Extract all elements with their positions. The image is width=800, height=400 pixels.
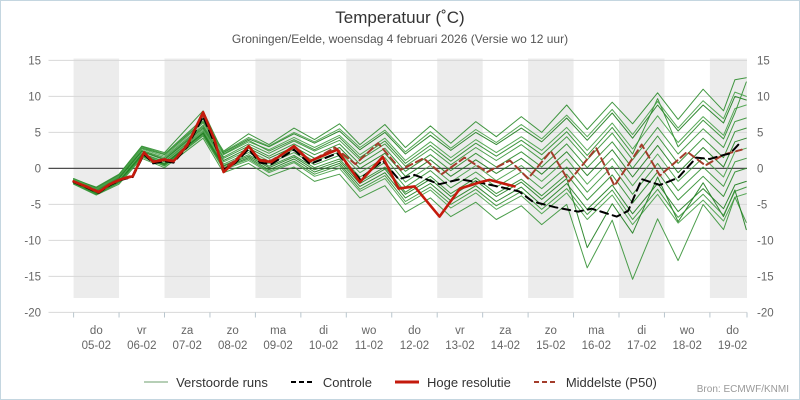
day-band [164,58,210,298]
x-axis-day-label: ma [270,325,287,337]
x-axis-day-label: wo [361,325,377,337]
legend-line-icon [290,381,315,383]
x-axis-date-label: 19-02 [718,340,747,352]
x-axis-date-label: 15-02 [536,340,565,352]
y-axis-label-right: -10 [757,235,774,247]
x-axis-day-label: do [408,325,421,337]
legend-label: Verstoorde runs [176,374,268,390]
ensemble-member-line [73,81,747,188]
x-axis-day-label: do [726,325,739,337]
ensemble-member-line [73,127,747,192]
chart-subtitle: Groningen/Eelde, woensdag 4 februari 202… [231,32,569,46]
y-axis-label-left: -10 [24,235,41,247]
control-line [72,115,743,218]
legend-item-3: Middelste (P50) [533,375,657,390]
ensemble-member-line [73,104,747,190]
ensemble-member-line [73,126,747,192]
legend-line-icon [395,380,420,384]
x-axis-date-label: 07-02 [173,340,202,352]
chart-title: Temperatuur (˚C) [335,8,465,27]
x-axis-day-label: do [90,325,103,337]
x-axis-day-label: vr [455,325,465,337]
x-axis-date-label: 12-02 [400,340,429,352]
x-axis-day-label: wo [679,325,695,337]
x-axis-day-label: vr [137,325,147,337]
x-axis-day-label: zo [545,325,557,337]
chart-legend: Verstoorde runs Controle Hoge resolutie Mid… [1,372,799,392]
ensemble-member-line [73,134,747,220]
x-axis-date-label: 11-02 [355,340,384,352]
day-band [528,58,574,298]
y-axis-label-left: 5 [35,127,41,139]
source-credit: Bron: ECMWF/KNMI [696,384,789,395]
y-axis-label-left: -5 [31,199,41,211]
x-axis-day-label: za [181,325,194,337]
ensemble-member-line [73,137,747,280]
y-axis-label-left: 10 [28,91,41,103]
ensemble-member-line [73,117,747,191]
legend-label: Hoge resolutie [427,374,511,390]
x-axis-date-label: 18-02 [672,340,701,352]
day-band [255,58,301,298]
high-resolution-line [72,110,516,218]
x-axis-date-label: 17-02 [627,340,656,352]
legend-label: Middelste (P50) [565,374,657,390]
legend-label: Controle [322,374,373,390]
x-axis-day-label: zo [227,325,239,337]
x-axis-date-label: 10-02 [309,340,338,352]
y-axis-label-right: 10 [757,91,770,103]
x-axis-date-label: 13-02 [445,340,474,352]
plot-area: 15 15 10 10 5 5 0 0 -5 -5 -10 -10 -15 -15 -20 -20 do 05-0… [24,55,774,352]
x-axis-day-label: za [499,325,512,337]
ensemble-member-line [73,130,747,195]
y-axis-label-right: 15 [757,55,770,67]
x-axis-date-label: 16-02 [582,340,611,352]
y-axis-label-left: -20 [24,307,41,319]
x-axis-date-label: 06-02 [127,340,156,352]
x-axis-date-label: 14-02 [491,340,520,352]
y-axis-label-right: -20 [757,307,774,319]
legend-line-icon [144,381,169,383]
x-axis-date-label: 09-02 [263,340,292,352]
x-axis-day-label: di [319,325,328,337]
y-axis-label-left: 15 [28,55,41,67]
legend-item-2: Hoge resolutie [394,375,511,390]
y-axis-label-right: 5 [757,127,763,139]
y-axis-label-right: -5 [757,199,767,211]
y-axis-label-right: 0 [757,163,763,175]
x-axis-date-label: 05-02 [82,340,111,352]
x-axis-day-label: ma [588,325,605,337]
y-axis-label-left: -15 [24,271,41,283]
legend-line-icon [533,381,558,383]
y-axis-label-left: 0 [35,163,41,175]
ensemble-member-line [73,91,747,190]
y-axis-label-right: -15 [757,271,774,283]
legend-item-1: Controle [290,375,372,390]
ensemble-member-line [73,129,747,192]
x-axis-day-label: di [637,325,646,337]
ensemble-member-line [73,132,747,249]
x-axis-date-label: 08-02 [218,340,247,352]
legend-item-0: Verstoorde runs [143,375,268,390]
